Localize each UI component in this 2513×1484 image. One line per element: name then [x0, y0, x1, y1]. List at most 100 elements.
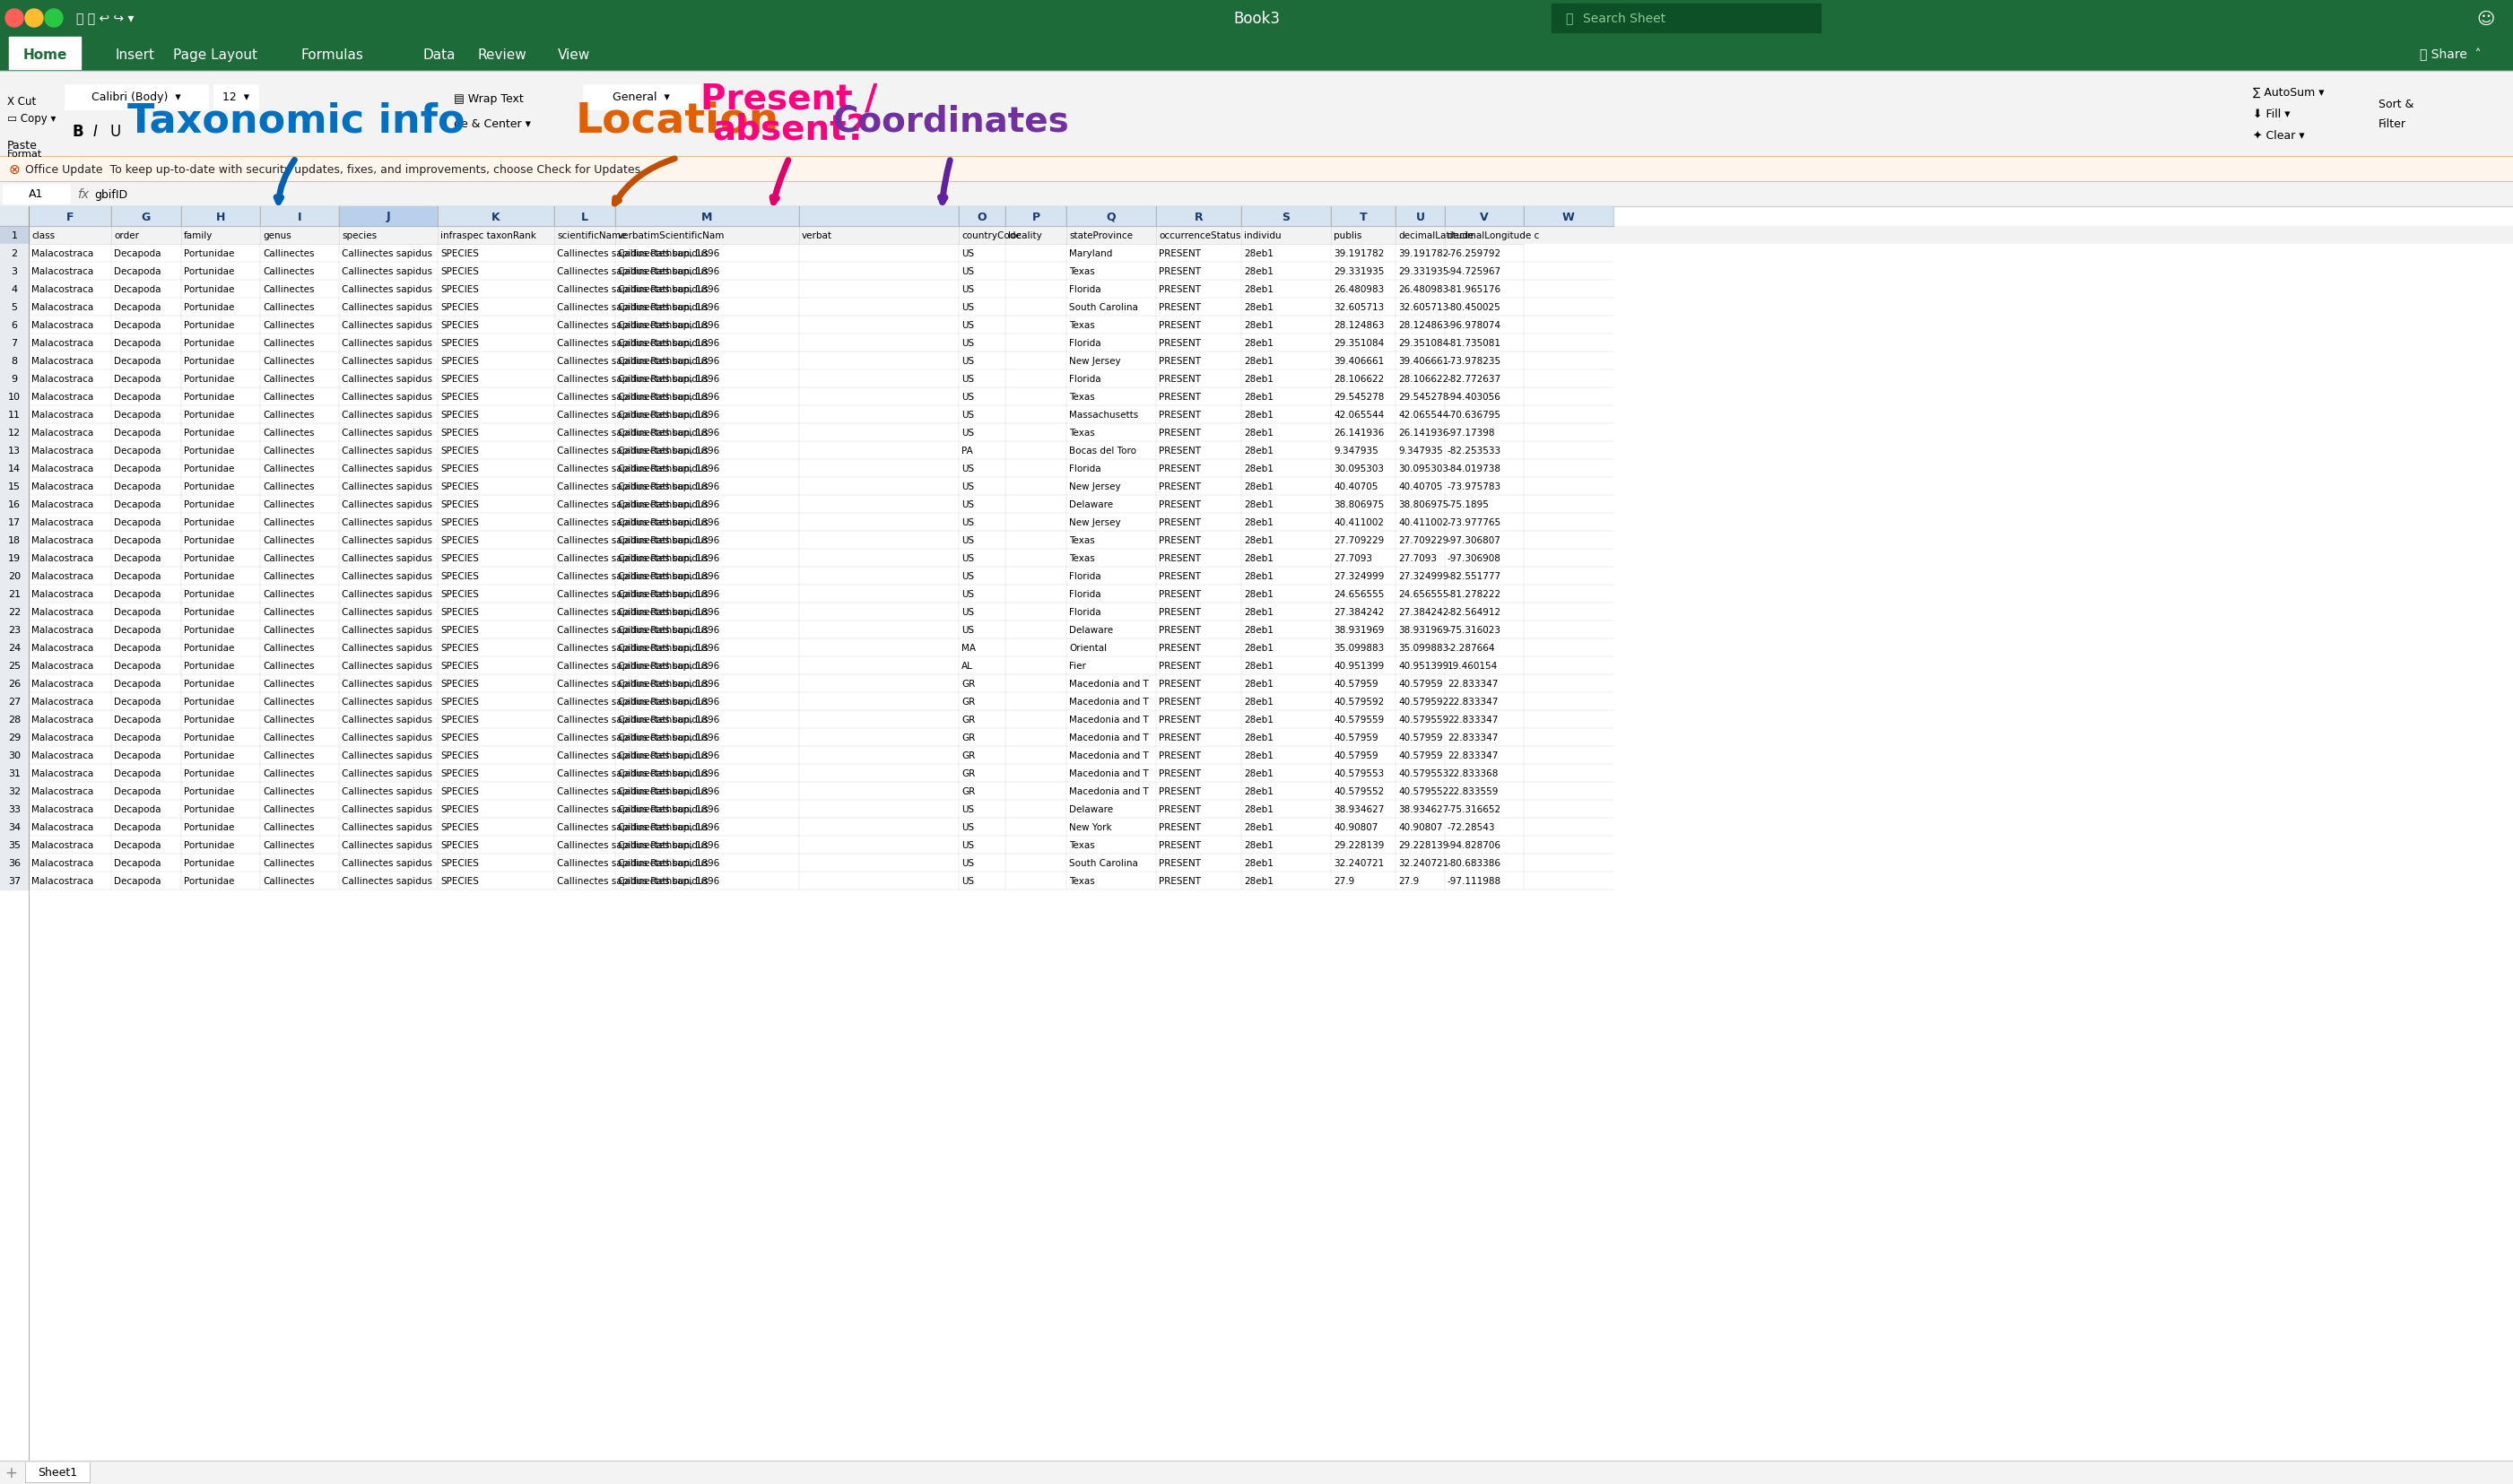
Bar [0, 387, 2513, 407]
Text: 26.141936: 26.141936 [1334, 429, 1385, 438]
Text: 40.579559: 40.579559 [1397, 715, 1447, 724]
Bar [259, 206, 339, 227]
Text: 29.351084: 29.351084 [1334, 338, 1385, 347]
Text: Callinectes sapidus Rathbun, 1896: Callinectes sapidus Rathbun, 1896 [558, 303, 719, 312]
Text: SPECIES: SPECIES [440, 769, 480, 778]
Text: 38.934627: 38.934627 [1334, 804, 1385, 813]
Text: 1: 1 [10, 232, 18, 240]
Text: GR: GR [962, 751, 975, 760]
Bar [0, 657, 2513, 675]
Text: Callinectes: Callinectes [264, 822, 314, 831]
Text: Malacostraca: Malacostraca [30, 249, 93, 258]
Text: -96.978074: -96.978074 [1447, 321, 1500, 329]
Bar [0, 298, 2513, 316]
Text: -82.253533: -82.253533 [1447, 447, 1500, 456]
Text: US: US [962, 840, 975, 849]
Text: Decapoda: Decapoda [113, 518, 161, 527]
Text: Portunidae: Portunidae [183, 662, 234, 671]
Text: Portunidae: Portunidae [183, 804, 234, 813]
Text: 28eb1: 28eb1 [1244, 536, 1274, 545]
Text: Callinectes: Callinectes [264, 500, 314, 509]
Text: US: US [962, 877, 975, 886]
Text: PRESENT: PRESENT [1158, 589, 1201, 598]
Text: Callinectes sapidus: Callinectes sapidus [342, 877, 432, 886]
Text: Callinectes sapidus: Callinectes sapidus [618, 536, 709, 545]
Text: 40.57959: 40.57959 [1334, 680, 1377, 689]
Text: Fier: Fier [1068, 662, 1086, 671]
Text: Decapoda: Decapoda [113, 589, 161, 598]
Text: order: order [113, 232, 138, 240]
Text: Callinectes sapidus Rathbun, 1896: Callinectes sapidus Rathbun, 1896 [558, 804, 719, 813]
Text: H: H [216, 211, 226, 223]
Text: Callinectes sapidus: Callinectes sapidus [342, 589, 432, 598]
Text: -73.978235: -73.978235 [1447, 356, 1500, 365]
Text: genus: genus [264, 232, 292, 240]
Text: SPECIES: SPECIES [440, 411, 480, 420]
Text: -97.306908: -97.306908 [1447, 554, 1500, 562]
Text: Macedonia and T: Macedonia and T [1068, 680, 1148, 689]
Text: Malacostraca: Malacostraca [30, 267, 93, 276]
Text: Callinectes sapidus: Callinectes sapidus [342, 429, 432, 438]
Text: 30: 30 [8, 751, 20, 760]
Text: 28eb1: 28eb1 [1244, 644, 1274, 653]
Text: PRESENT: PRESENT [1158, 429, 1201, 438]
Text: Callinectes: Callinectes [264, 374, 314, 383]
Text: 27.709229: 27.709229 [1334, 536, 1385, 545]
Text: Callinectes sapidus: Callinectes sapidus [342, 697, 432, 706]
Text: 38.806975: 38.806975 [1334, 500, 1385, 509]
Text: SPECIES: SPECIES [440, 589, 480, 598]
Text: PRESENT: PRESENT [1158, 464, 1201, 473]
Text: 40.57959: 40.57959 [1397, 680, 1442, 689]
Bar [0, 873, 28, 890]
Text: -82.551777: -82.551777 [1447, 571, 1500, 580]
Bar [0, 280, 2513, 298]
Text: Callinectes sapidus Rathbun, 1896: Callinectes sapidus Rathbun, 1896 [558, 680, 719, 689]
Text: 24.656555: 24.656555 [1397, 589, 1450, 598]
Text: Callinectes: Callinectes [264, 607, 314, 616]
Text: SPECIES: SPECIES [440, 877, 480, 886]
Text: 28eb1: 28eb1 [1244, 411, 1274, 420]
Text: PRESENT: PRESENT [1158, 680, 1201, 689]
Bar [0, 675, 2513, 693]
Text: 21: 21 [8, 589, 20, 598]
Text: Callinectes sapidus: Callinectes sapidus [342, 554, 432, 562]
Text: Callinectes sapidus Rathbun, 1896: Callinectes sapidus Rathbun, 1896 [558, 607, 719, 616]
Text: 29.228139: 29.228139 [1334, 840, 1385, 849]
Text: Callinectes sapidus Rathbun, 1896: Callinectes sapidus Rathbun, 1896 [558, 374, 719, 383]
Text: Callinectes: Callinectes [264, 787, 314, 795]
Text: Portunidae: Portunidae [183, 589, 234, 598]
Text: Callinectes: Callinectes [264, 877, 314, 886]
Text: Callinectes sapidus: Callinectes sapidus [618, 518, 709, 527]
Text: 2: 2 [10, 249, 18, 258]
Text: Callinectes: Callinectes [264, 356, 314, 365]
Text: Paste: Paste [8, 141, 38, 151]
Text: 28eb1: 28eb1 [1244, 859, 1274, 868]
Text: Callinectes sapidus: Callinectes sapidus [618, 356, 709, 365]
Text: Portunidae: Portunidae [183, 733, 234, 742]
Text: Callinectes sapidus Rathbun, 1896: Callinectes sapidus Rathbun, 1896 [558, 518, 719, 527]
Text: 28eb1: 28eb1 [1244, 751, 1274, 760]
Text: 40.579592: 40.579592 [1397, 697, 1447, 706]
Text: Callinectes: Callinectes [264, 285, 314, 294]
Text: Callinectes sapidus Rathbun, 1896: Callinectes sapidus Rathbun, 1896 [558, 859, 719, 868]
Text: SPECIES: SPECIES [440, 715, 480, 724]
Text: -72.28543: -72.28543 [1447, 822, 1495, 831]
Text: 12: 12 [8, 429, 20, 438]
Text: Malacostraca: Malacostraca [30, 877, 93, 886]
Text: 36: 36 [8, 859, 20, 868]
Text: Insert: Insert [116, 47, 153, 61]
Text: 28eb1: 28eb1 [1244, 338, 1274, 347]
Text: -76.259792: -76.259792 [1447, 249, 1500, 258]
Text: 28eb1: 28eb1 [1244, 715, 1274, 724]
Text: Portunidae: Portunidae [183, 859, 234, 868]
Text: Decapoda: Decapoda [113, 715, 161, 724]
Bar [0, 603, 28, 620]
Text: Portunidae: Portunidae [183, 877, 234, 886]
Text: Decapoda: Decapoda [113, 822, 161, 831]
Text: -2.287664: -2.287664 [1447, 644, 1495, 653]
Bar [0, 245, 2513, 263]
Text: US: US [962, 411, 975, 420]
Bar [0, 334, 2513, 352]
Text: Portunidae: Portunidae [183, 374, 234, 383]
Text: Callinectes: Callinectes [264, 321, 314, 329]
